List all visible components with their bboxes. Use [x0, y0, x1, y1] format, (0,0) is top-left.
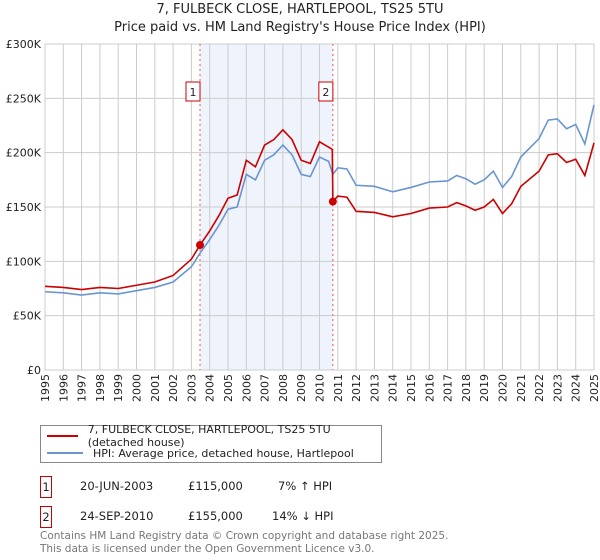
y-tick-label: £50K [13, 310, 42, 323]
x-tick-label: 2002 [167, 374, 180, 402]
x-tick-label: 2009 [295, 374, 308, 402]
legend-swatch-blue [47, 452, 83, 454]
x-tick-label: 2021 [515, 374, 528, 402]
x-tick-label: 2018 [460, 374, 473, 402]
x-tick-label: 2013 [368, 374, 381, 402]
legend-label: 7, FULBECK CLOSE, HARTLEPOOL, TS25 5TU (… [87, 423, 331, 449]
transaction-hpi: 14% ↓ HPI [272, 509, 334, 523]
x-tick-label: 1997 [76, 374, 89, 402]
x-tick-label: 2022 [533, 374, 546, 402]
x-tick-label: 2010 [314, 374, 327, 402]
x-tick-label: 2019 [478, 374, 491, 402]
y-tick-label: £0 [27, 364, 41, 377]
x-tick-label: 2005 [222, 374, 235, 402]
x-tick-label: 1996 [57, 374, 70, 402]
price-line [44, 128, 595, 291]
x-tick-label: 2006 [240, 374, 253, 402]
transaction-price: £155,000 [188, 509, 243, 523]
transaction-date: 20-JUN-2003 [80, 479, 154, 493]
legend-swatch-red [47, 435, 78, 437]
legend-item-hpi: HPI: Average price, detached house, Hart… [47, 445, 354, 461]
y-tick-label: £150K [6, 201, 42, 214]
x-tick-label: 2016 [423, 374, 436, 402]
y-tick-label: £100K [6, 255, 42, 268]
annotation-box [318, 81, 334, 102]
x-tick-label: 2001 [149, 374, 162, 402]
x-tick-label: 2023 [551, 374, 564, 402]
annotation-label: 1 [190, 86, 197, 99]
x-tick-label: 2008 [277, 374, 290, 402]
x-tick-label: 1995 [39, 374, 52, 402]
x-tick-label: 2024 [570, 374, 583, 402]
x-tick-label: 2000 [131, 374, 144, 402]
footer-line: Contains HM Land Registry data © Crown c… [40, 530, 449, 542]
footer: Contains HM Land Registry data © Crown c… [40, 530, 448, 556]
x-tick-label: 2014 [387, 374, 400, 402]
transaction-price: £115,000 [188, 479, 243, 493]
annotation-label: 2 [322, 86, 329, 99]
y-tick-label: £250K [6, 92, 42, 105]
y-tick-label: £200K [6, 147, 42, 160]
legend-label: HPI: Average price, detached house, Hart… [93, 446, 354, 460]
transaction-badge: 2 [40, 506, 52, 528]
legend-item-property: 7, FULBECK CLOSE, HARTLEPOOL, TS25 5TU (… [47, 423, 381, 449]
footer-line: This data is licensed under the Open Gov… [40, 543, 375, 555]
x-tick-label: 1999 [112, 374, 125, 402]
transaction-hpi: 7% ↑ HPI [278, 479, 333, 493]
x-tick-label: 2017 [442, 374, 455, 402]
x-tick-label: 2004 [204, 374, 217, 402]
transaction-badge: 1 [40, 476, 52, 498]
legend: 7, FULBECK CLOSE, HARTLEPOOL, TS25 5TU (… [40, 423, 382, 463]
chart-subtitle: Price paid vs. HM Land Registry's House … [114, 20, 486, 35]
y-tick-label: £300K [6, 38, 42, 51]
plot-frame [44, 43, 595, 371]
x-tick-label: 2020 [497, 374, 510, 402]
hpi-line [44, 104, 595, 296]
chart-title: 7, FULBECK CLOSE, HARTLEPOOL, TS25 5TU [156, 2, 444, 17]
x-tick-label: 2003 [185, 374, 198, 402]
x-tick-label: 2012 [350, 374, 363, 402]
annotation-box [185, 81, 201, 102]
x-tick-label: 2011 [332, 374, 345, 402]
x-tick-label: 2007 [259, 374, 272, 402]
x-tick-label: 1998 [94, 374, 107, 402]
line-chart: 1995 1996 1997 1998 1999 2000 2001 2002 2003 2004… [6, 38, 600, 402]
x-tick-label: 2025 [588, 374, 600, 402]
sale-point [328, 197, 337, 206]
sale-point [196, 241, 205, 250]
transaction-date: 24-SEP-2010 [80, 509, 154, 523]
x-tick-label: 2015 [405, 374, 418, 402]
